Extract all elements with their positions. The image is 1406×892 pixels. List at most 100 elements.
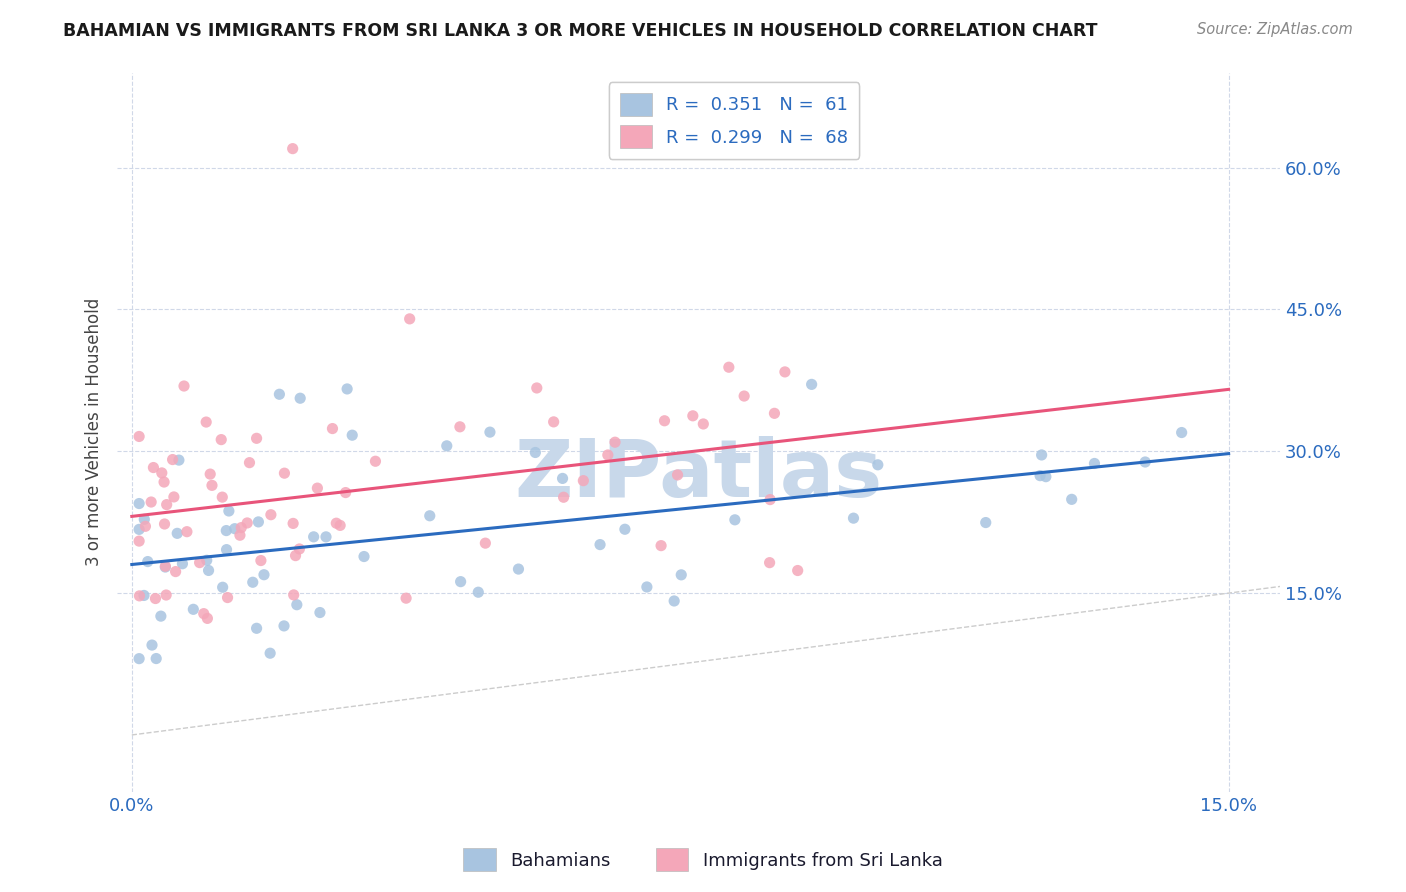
Point (134, 519, 156, 533)
Point (364, 454, 387, 468)
Point (176, 524, 198, 539)
Point (786, 564, 808, 578)
Point (866, 458, 889, 472)
Point (215, 524, 238, 538)
Point (773, 365, 796, 379)
Legend: R =  0.351   N =  61, R =  0.299   N =  68: R = 0.351 N = 61, R = 0.299 N = 68 (609, 82, 859, 159)
Point (246, 621, 269, 635)
Point (215, 542, 238, 557)
Point (336, 382, 359, 396)
Point (128, 522, 150, 536)
Point (596, 448, 619, 462)
Point (1031, 448, 1053, 462)
Point (1083, 457, 1105, 471)
Point (197, 564, 219, 578)
Point (155, 588, 177, 602)
Point (156, 498, 179, 512)
Point (636, 580, 658, 594)
Point (128, 497, 150, 511)
Point (142, 460, 165, 475)
Point (193, 607, 215, 621)
Point (209, 433, 232, 447)
Point (603, 435, 626, 450)
Point (666, 467, 689, 482)
Point (195, 415, 218, 429)
Point (1035, 469, 1057, 483)
Point (165, 565, 187, 579)
Point (153, 475, 176, 489)
Point (167, 453, 190, 467)
Point (128, 429, 150, 443)
Point (173, 379, 195, 393)
Point (141, 495, 163, 509)
Point (155, 560, 177, 574)
Point (145, 651, 167, 665)
Point (217, 591, 239, 605)
Point (302, 530, 325, 544)
Point (419, 508, 441, 523)
Point (273, 619, 295, 633)
Point (1135, 455, 1157, 469)
Point (717, 360, 740, 375)
Point (242, 575, 264, 590)
Point (315, 530, 337, 544)
Point (284, 549, 307, 563)
Point (259, 646, 281, 660)
Point (136, 555, 159, 569)
Point (245, 431, 267, 445)
Text: ZIPatlas: ZIPatlas (515, 436, 883, 515)
Point (128, 534, 150, 549)
Text: BAHAMIAN VS IMMIGRANTS FROM SRI LANKA 3 OR MORE VEHICLES IN HOUSEHOLD CORRELATIO: BAHAMIAN VS IMMIGRANTS FROM SRI LANKA 3 … (63, 22, 1098, 40)
Point (128, 651, 150, 665)
Point (281, 142, 304, 156)
Point (155, 559, 177, 574)
Point (449, 419, 471, 434)
Point (172, 557, 194, 571)
Point (572, 474, 595, 488)
Point (260, 508, 283, 522)
Point (733, 389, 755, 403)
Point (134, 512, 156, 526)
Point (842, 511, 865, 525)
Point (650, 539, 672, 553)
Point (250, 553, 273, 567)
Point (273, 466, 295, 480)
Point (724, 513, 747, 527)
Point (551, 471, 574, 485)
Point (150, 466, 173, 480)
Point (200, 467, 222, 481)
Point (613, 522, 636, 536)
Point (759, 492, 782, 507)
Point (543, 415, 565, 429)
Point (188, 556, 211, 570)
Point (201, 478, 224, 492)
Point (671, 567, 693, 582)
Point (974, 516, 997, 530)
Point (163, 490, 186, 504)
Point (1060, 492, 1083, 507)
Point (1029, 468, 1052, 483)
Point (758, 556, 780, 570)
Y-axis label: 3 or more Vehicles in Household: 3 or more Vehicles in Household (86, 298, 103, 566)
Point (395, 591, 418, 606)
Point (283, 588, 305, 602)
Point (436, 439, 458, 453)
Point (692, 417, 714, 431)
Point (197, 611, 219, 625)
Point (589, 538, 612, 552)
Point (325, 516, 347, 531)
Point (211, 580, 233, 594)
Point (763, 406, 786, 420)
Point (132, 589, 155, 603)
Point (524, 445, 547, 459)
Point (335, 485, 357, 500)
Point (218, 504, 240, 518)
Point (474, 536, 496, 550)
Point (553, 490, 575, 504)
Point (281, 516, 304, 531)
Point (247, 515, 270, 529)
Point (329, 518, 352, 533)
Point (662, 594, 685, 608)
Point (309, 606, 332, 620)
Point (166, 526, 188, 541)
